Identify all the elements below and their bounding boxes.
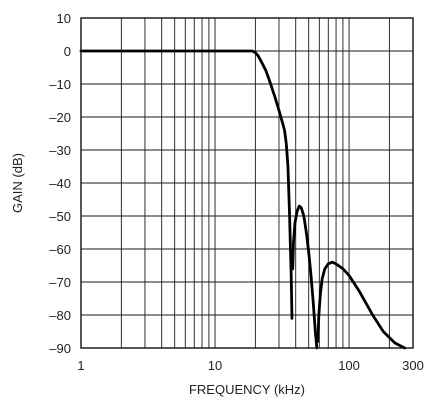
plot-frame — [80, 17, 414, 349]
y-tick-label: –50 — [49, 209, 71, 224]
y-tick-label: –60 — [49, 242, 71, 257]
y-tick-label: 10 — [57, 11, 71, 26]
x-tick-label: 300 — [402, 358, 424, 373]
gain-curve-segment — [291, 204, 319, 350]
y-tick-label: –40 — [49, 176, 71, 191]
y-tick-label: –80 — [49, 308, 71, 323]
y-tick-labels: 10 0 –10 –20 –30 –40 –50 –60 –70 –80 –90 — [49, 11, 71, 356]
x-tick-label: 1 — [77, 358, 84, 373]
y-tick-label: –10 — [49, 77, 71, 92]
gain-curve — [79, 49, 407, 350]
gain-curve-segment — [79, 49, 294, 320]
x-axis-label: FREQUENCY (kHz) — [189, 382, 305, 397]
y-tick-label: –70 — [49, 275, 71, 290]
gain-curve-segment — [316, 260, 407, 350]
y-tick-label: –90 — [49, 341, 71, 356]
y-tick-label: –30 — [49, 143, 71, 158]
x-tick-labels: 1 10 100 300 — [77, 358, 423, 373]
x-tick-label: 100 — [338, 358, 360, 373]
y-axis-label: GAIN (dB) — [10, 153, 25, 213]
y-tick-label: 0 — [64, 44, 71, 59]
y-tick-label: –20 — [49, 110, 71, 125]
x-tick-label: 10 — [208, 358, 222, 373]
